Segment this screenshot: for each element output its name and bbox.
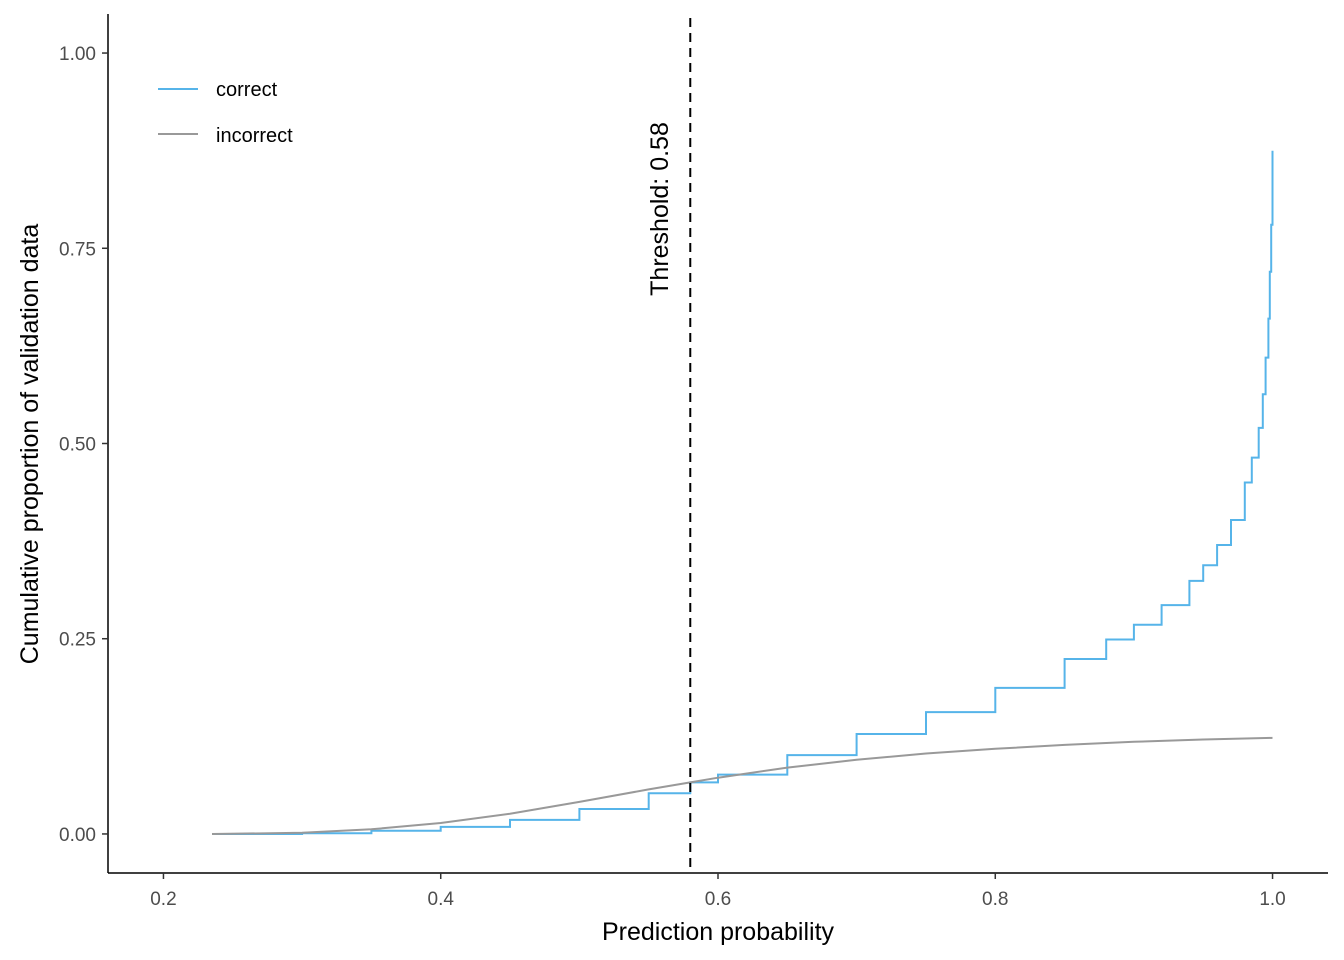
y-tick-label: 0.75 bbox=[59, 239, 96, 260]
series-line-incorrect bbox=[211, 736, 1273, 835]
y-tick-label: 0.00 bbox=[59, 825, 96, 846]
plot-area: 0.00 0.25 0.50 0.75 1.00 0.2 0.4 0.6 0.8 1.0 bbox=[59, 14, 1328, 910]
legend-label-incorrect: incorrect bbox=[216, 125, 293, 147]
x-tick-label: 0.8 bbox=[982, 889, 1008, 910]
legend-label-correct: correct bbox=[216, 79, 278, 101]
series-line-correct bbox=[212, 150, 1274, 835]
y-axis-title: Cumulative proportion of validation data bbox=[16, 224, 44, 665]
threshold-label: Threshold: 0.58 bbox=[646, 122, 674, 296]
x-tick-label: 1.0 bbox=[1259, 889, 1285, 910]
x-tick-label: 0.2 bbox=[150, 889, 176, 910]
x-tick-label: 0.6 bbox=[705, 889, 731, 910]
y-tick-label: 1.00 bbox=[59, 44, 96, 65]
y-tick-label: 0.25 bbox=[59, 630, 96, 651]
y-tick-label: 0.50 bbox=[59, 435, 96, 456]
x-tick-label: 0.4 bbox=[428, 889, 455, 910]
x-axis-title: Prediction probability bbox=[602, 918, 835, 946]
legend: correct incorrect bbox=[158, 79, 293, 147]
